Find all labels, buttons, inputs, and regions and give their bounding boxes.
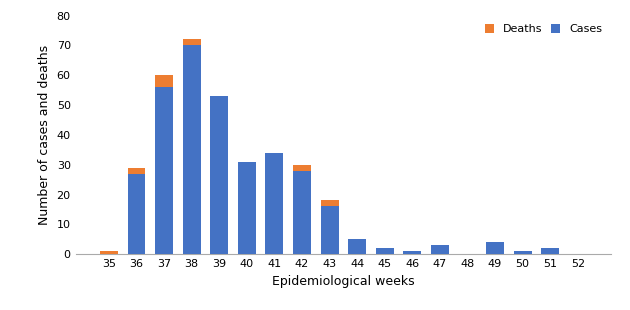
Bar [431,245,449,254]
Bar [265,153,284,254]
Bar [348,239,366,254]
Bar [486,242,504,254]
Bar [155,87,173,254]
Bar [127,174,146,254]
Bar [513,251,532,254]
Bar [210,96,228,254]
Bar [293,170,311,254]
X-axis label: Epidemiological weeks: Epidemiological weeks [272,275,415,288]
Bar [293,165,311,171]
Y-axis label: Number of cases and deaths: Number of cases and deaths [38,45,51,225]
Bar [375,248,394,254]
Bar [183,39,200,45]
Bar [155,75,173,87]
Bar [321,206,338,254]
Bar [127,168,146,174]
Legend: Deaths, Cases: Deaths, Cases [482,21,605,38]
Bar [238,162,256,254]
Bar [403,251,421,254]
Bar [321,201,338,206]
Bar [183,45,200,254]
Bar [100,251,118,254]
Bar [541,248,559,254]
